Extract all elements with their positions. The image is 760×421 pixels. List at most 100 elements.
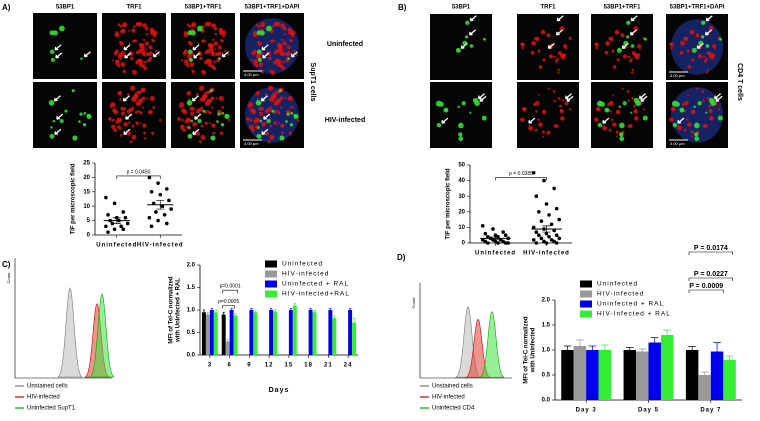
arrow (262, 52, 270, 59)
signal (635, 100, 641, 107)
signal (269, 106, 273, 110)
signal (182, 51, 187, 56)
signal (200, 134, 206, 140)
bracket (688, 277, 733, 281)
signal (568, 108, 572, 111)
legend-label: Uninfected + RAL (282, 281, 349, 288)
signal (634, 116, 639, 121)
signal (694, 136, 700, 142)
signal (546, 33, 551, 38)
bar (332, 318, 337, 355)
signal (521, 106, 526, 111)
point (104, 195, 108, 200)
signal (182, 128, 186, 132)
signal (633, 26, 639, 32)
signal (701, 20, 706, 25)
signal (669, 117, 674, 122)
signal (288, 30, 294, 36)
bar (288, 310, 293, 355)
signal (279, 106, 283, 109)
signal (118, 117, 123, 122)
panel-label: D) (397, 253, 406, 262)
signal (137, 48, 142, 54)
error-bar (563, 345, 572, 350)
signal (52, 30, 58, 36)
error-bar (226, 339, 229, 342)
signal (131, 124, 135, 128)
signal (568, 36, 572, 40)
bar (685, 350, 699, 400)
signal (282, 41, 287, 46)
point (149, 224, 154, 229)
signal (282, 26, 287, 31)
signal (642, 108, 646, 111)
point (160, 204, 165, 208)
signal (457, 105, 460, 109)
bar (213, 312, 218, 355)
signal (133, 95, 138, 100)
legend-swatch (580, 280, 592, 288)
bar (253, 312, 258, 355)
legend-label: HIV-infected+RAL (282, 291, 350, 298)
signal (195, 131, 200, 136)
signal (611, 118, 614, 121)
signal (283, 33, 286, 36)
signal (465, 20, 470, 25)
signal (273, 101, 278, 106)
signal (683, 128, 687, 132)
x-tick-label: 3 (208, 363, 212, 369)
error-bar (638, 348, 647, 352)
point (503, 241, 508, 245)
y-axis-label: with Uninfected + RAL (176, 278, 182, 343)
signal (246, 117, 250, 121)
signal (630, 44, 635, 48)
signal (594, 117, 599, 122)
signal (630, 57, 633, 61)
signal (251, 51, 256, 56)
signal (224, 49, 227, 53)
x-tick-label: Uninfected (96, 243, 137, 249)
point (483, 231, 488, 236)
arrow (629, 29, 638, 36)
signal (608, 100, 614, 106)
signal (537, 118, 540, 121)
bar (723, 360, 736, 400)
signal (120, 62, 126, 67)
signal (254, 59, 258, 63)
point (104, 224, 108, 229)
signal (481, 115, 487, 121)
signal (256, 49, 262, 55)
y-tick-label: 40 (458, 178, 465, 184)
signal (135, 60, 138, 63)
signal (677, 124, 680, 127)
signal (128, 121, 131, 124)
signal (561, 99, 564, 102)
signal (612, 122, 617, 127)
signal (633, 109, 638, 114)
signal (288, 131, 293, 135)
signal (204, 23, 207, 26)
y-tick-label: 0.5 (542, 373, 551, 379)
signal (283, 48, 286, 51)
error-bar (333, 315, 336, 319)
signal (113, 128, 117, 132)
signal (277, 111, 281, 114)
arrow (469, 15, 477, 22)
signal (190, 119, 194, 123)
signal (276, 59, 282, 64)
point (147, 175, 152, 180)
signal (130, 56, 134, 61)
signal (186, 91, 191, 96)
signal (287, 95, 293, 102)
signal (217, 45, 222, 50)
point (149, 190, 154, 194)
bar (561, 350, 574, 400)
signal (556, 57, 559, 61)
signal (143, 131, 147, 135)
point (496, 241, 500, 245)
y-tick-label: 10 (83, 204, 90, 210)
error-bar (254, 310, 257, 313)
signal (210, 64, 215, 69)
signal (207, 109, 210, 113)
column-header: TRF1 (541, 5, 557, 11)
